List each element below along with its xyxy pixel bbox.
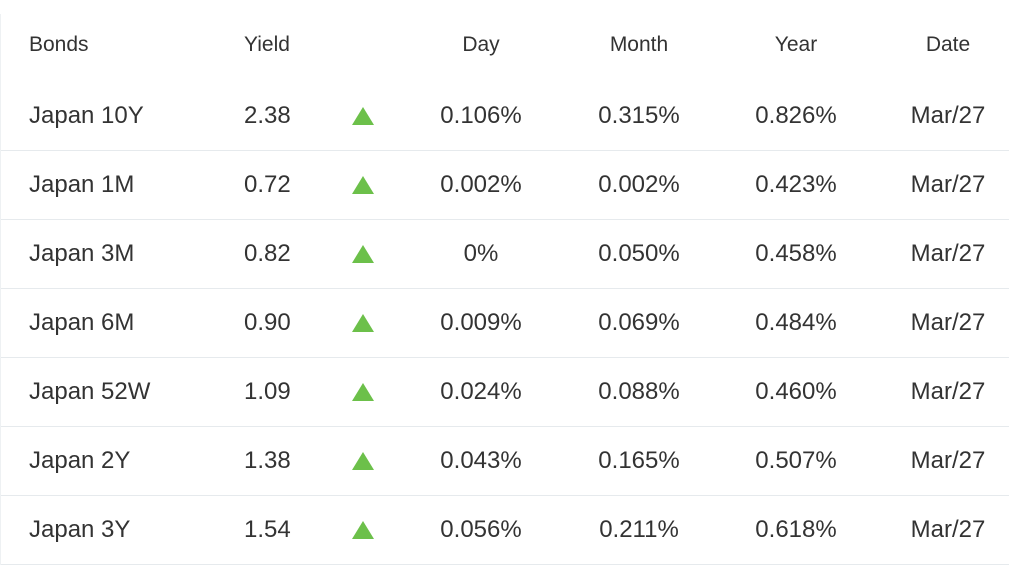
table-cell: Mar/27 (910, 102, 986, 129)
table-cell: Mar/27 (910, 309, 986, 336)
table-cell: Japan 10Y (29, 102, 144, 129)
table-cell: 0.002% (598, 171, 680, 198)
table-cell: 0.90 (244, 309, 291, 336)
table-cell: 1.38 (244, 447, 291, 474)
table-cell: 0.826% (755, 102, 837, 129)
table-cell: 0.088% (598, 378, 680, 405)
up-arrow-icon (352, 107, 374, 125)
up-arrow-icon (352, 176, 374, 194)
table-cell: 0.72 (244, 171, 291, 198)
arrow-shape (352, 107, 374, 125)
table-row: Japan 3Y 1.54 0.056% 0.211% 0.618% Mar/27 (1, 496, 1009, 565)
header-cell: Yield (244, 33, 290, 56)
arrow-shape (352, 383, 374, 401)
table-cell: 0.507% (755, 447, 837, 474)
table-cell: Japan 3M (29, 240, 135, 267)
table-cell: 0.056% (440, 516, 522, 543)
table-cell: 0.069% (598, 309, 680, 336)
table-cell: 0.618% (755, 516, 837, 543)
table-row: Japan 2Y 1.38 0.043% 0.165% 0.507% Mar/27 (1, 427, 1009, 496)
table-cell: Japan 1M (29, 171, 135, 198)
table-cell: Mar/27 (910, 378, 986, 405)
table-cell: Japan 3Y (29, 516, 131, 543)
arrow-shape (352, 176, 374, 194)
header-cell: Month (609, 33, 669, 56)
table-cell: 0.024% (440, 378, 522, 405)
header-cell: Date (925, 33, 971, 56)
header-row: Bonds Yield Day Month Year Date (1, 14, 1009, 82)
table-cell: 0.002% (440, 171, 522, 198)
table-cell: 0.165% (598, 447, 680, 474)
table-cell: 0.043% (440, 447, 522, 474)
table-cell: 0.458% (755, 240, 837, 267)
table-cell: 2.38 (244, 102, 291, 129)
arrow-shape (352, 452, 374, 470)
table-cell: 0.460% (755, 378, 837, 405)
header-cell: Bonds (29, 33, 89, 56)
table-cell: 0.009% (440, 309, 522, 336)
table-cell: Japan 52W (29, 378, 151, 405)
up-arrow-icon (352, 452, 374, 470)
table-cell: Mar/27 (910, 447, 986, 474)
up-arrow-icon (352, 383, 374, 401)
table-cell: 0.211% (599, 516, 679, 543)
table-row: Japan 3M 0.82 0% 0.050% 0.458% Mar/27 (1, 220, 1009, 289)
arrow-shape (352, 245, 374, 263)
table-cell: 1.09 (244, 378, 291, 405)
table-cell: 0.423% (755, 171, 837, 198)
arrow-shape (352, 314, 374, 332)
header-cell: Year (774, 33, 818, 56)
table-cell: 0.484% (755, 309, 837, 336)
table-row: Japan 10Y 2.38 0.106% 0.315% 0.826% Mar/27 (1, 82, 1009, 151)
table-cell: Mar/27 (910, 240, 986, 267)
arrow-shape (352, 521, 374, 539)
table-cell: 0.050% (598, 240, 680, 267)
table-cell: 0.82 (244, 240, 291, 267)
table-row: Japan 1M 0.72 0.002% 0.002% 0.423% Mar/27 (1, 151, 1009, 220)
bond-table: Bonds Yield Day Month Year Date Japan 10Y 2.38 0… (0, 14, 1009, 565)
table-cell: 0.315% (598, 102, 680, 129)
up-arrow-icon (352, 314, 374, 332)
table-row: Japan 6M 0.90 0.009% 0.069% 0.484% Mar/27 (1, 289, 1009, 358)
table-cell: Japan 2Y (29, 447, 131, 474)
up-arrow-icon (352, 521, 374, 539)
up-arrow-icon (352, 245, 374, 263)
table-cell: 0% (463, 240, 499, 267)
table-row: Japan 52W 1.09 0.024% 0.088% 0.460% Mar/27 (1, 358, 1009, 427)
header-cell: Day (462, 33, 500, 56)
table-cell: 0.106% (440, 102, 522, 129)
table-cell: Japan 6M (29, 309, 135, 336)
table-cell: 1.54 (244, 516, 291, 543)
table-cell: Mar/27 (910, 516, 986, 543)
table-cell: Mar/27 (910, 171, 986, 198)
